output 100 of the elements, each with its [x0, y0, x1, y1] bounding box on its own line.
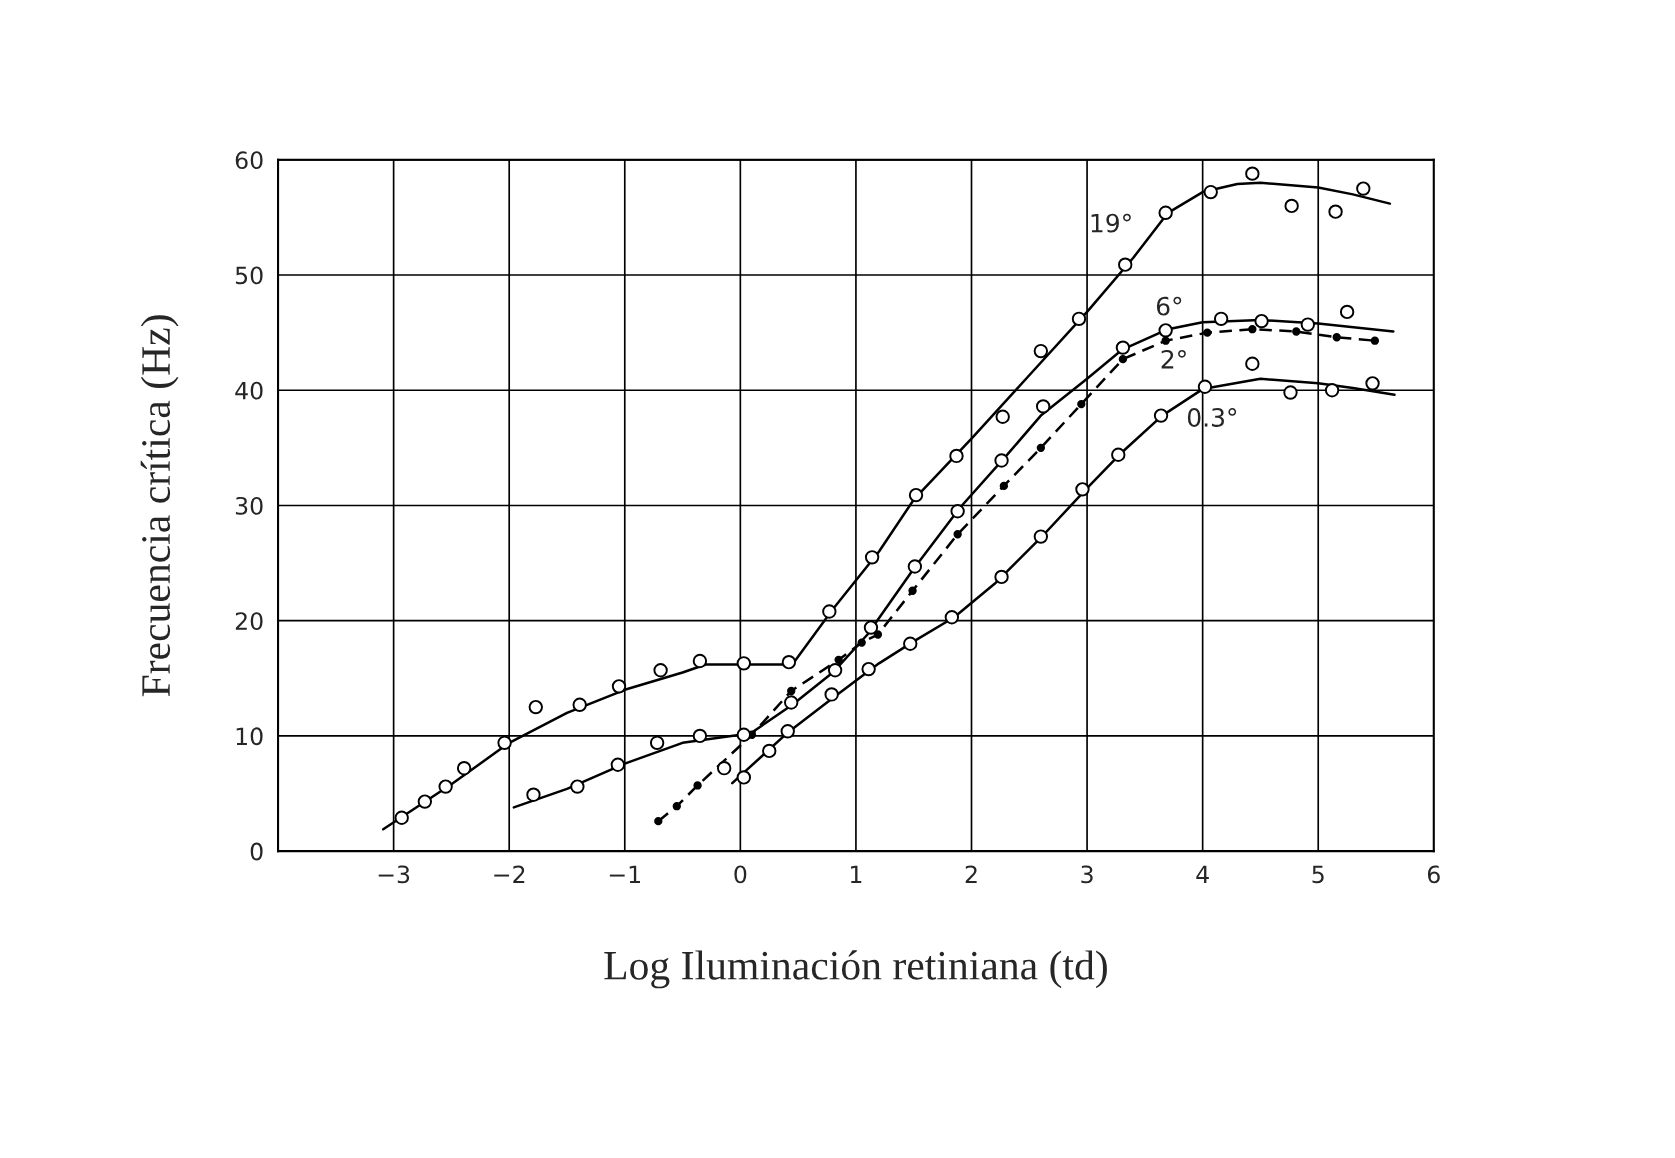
point [908, 586, 917, 595]
y-tick-label: 40 [235, 381, 263, 400]
point [1033, 343, 1049, 359]
point [736, 656, 751, 671]
x-tick-label: 3 [1081, 865, 1093, 884]
point [995, 409, 1010, 424]
point [784, 695, 799, 710]
point [950, 504, 965, 519]
point [762, 743, 777, 759]
x-tick-label: 5 [1312, 865, 1324, 884]
point [1118, 257, 1133, 272]
point [994, 453, 1009, 468]
y-axis-title: Frecuencia crítica (Hz) [140, 315, 179, 697]
point [1284, 198, 1299, 214]
point [456, 760, 472, 776]
point [994, 569, 1009, 585]
point [736, 770, 751, 785]
point [1203, 328, 1212, 337]
point [1158, 205, 1173, 220]
point [1254, 313, 1269, 329]
point [1339, 304, 1355, 320]
x-tick-label: 2 [965, 865, 977, 883]
point [654, 817, 663, 826]
point [1248, 325, 1257, 334]
point [953, 530, 962, 539]
point [692, 728, 708, 744]
x-tick-label: −1 [609, 865, 640, 883]
point [857, 638, 866, 647]
annotation: 19° [1091, 213, 1131, 233]
point [1365, 376, 1380, 391]
point [1077, 399, 1086, 409]
point [822, 604, 837, 619]
point [572, 697, 587, 712]
point [1324, 383, 1340, 398]
point [1153, 408, 1169, 423]
point [908, 487, 924, 503]
y-tick-label: 30 [235, 496, 263, 515]
point [1197, 379, 1213, 394]
point [863, 620, 879, 635]
point [1203, 184, 1218, 200]
point [528, 699, 543, 715]
point [1118, 354, 1128, 364]
point [438, 779, 453, 794]
point [417, 794, 433, 809]
x-tick-label: 6 [1427, 865, 1440, 884]
point [649, 735, 665, 750]
point [672, 802, 681, 811]
point [1370, 336, 1380, 345]
point [1033, 529, 1049, 544]
point [1075, 482, 1090, 497]
point [394, 810, 409, 825]
point [1292, 327, 1301, 336]
point [611, 679, 627, 694]
x-tick-label: −2 [494, 865, 525, 883]
point [1245, 356, 1260, 371]
point [1158, 323, 1173, 338]
point [834, 655, 843, 665]
point [824, 687, 839, 702]
point [907, 559, 923, 574]
point [861, 661, 876, 677]
point [610, 757, 626, 772]
point [780, 724, 795, 739]
x-tick-label: 0 [734, 865, 747, 884]
point [1115, 340, 1131, 355]
point [1161, 336, 1170, 345]
point [1332, 333, 1341, 342]
point [944, 610, 960, 625]
point [781, 654, 797, 670]
point [1213, 311, 1229, 326]
point [1245, 166, 1260, 181]
point [1036, 443, 1046, 453]
point [903, 636, 918, 651]
x-tick-label: −3 [378, 865, 410, 884]
point [1300, 317, 1315, 332]
point [570, 779, 585, 794]
x-tick-label: 4 [1196, 865, 1209, 883]
point [1328, 204, 1343, 219]
point [693, 781, 702, 790]
annotation: 6° [1156, 296, 1182, 316]
point [1111, 447, 1126, 462]
y-tick-label: 10 [236, 727, 263, 746]
point [827, 663, 843, 678]
y-tick-label: 50 [235, 266, 263, 285]
point [1071, 311, 1087, 326]
point [526, 787, 541, 802]
point [653, 663, 668, 678]
point [787, 686, 796, 696]
y-tick-label: 20 [235, 612, 263, 630]
point [949, 448, 964, 464]
y-tick-label: 60 [235, 151, 263, 170]
point [497, 735, 512, 750]
y-tick-label: 0 [250, 842, 263, 861]
point [1283, 385, 1298, 400]
point [692, 653, 708, 669]
point [999, 481, 1009, 491]
point [716, 760, 732, 776]
point [864, 550, 880, 565]
annotation: 2° [1161, 349, 1186, 369]
x-axis-title: Log Iluminación retiniana (td) [604, 950, 1107, 989]
x-tick-label: 1 [851, 865, 862, 883]
